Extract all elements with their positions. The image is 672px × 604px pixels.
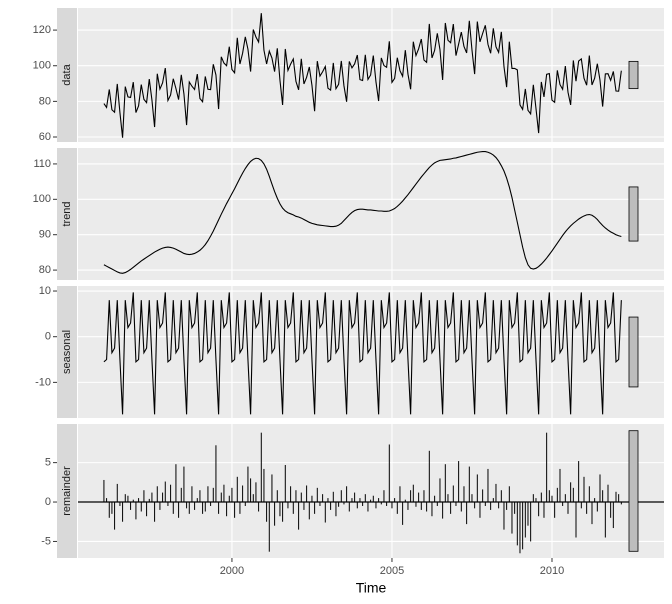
y-tick-label: 0 bbox=[45, 331, 51, 343]
strip bbox=[57, 286, 77, 418]
series-line bbox=[103, 292, 622, 415]
y-tick-label: -10 bbox=[35, 376, 51, 388]
y-tick-label: 110 bbox=[33, 158, 51, 170]
y-tick-label: 100 bbox=[33, 193, 51, 205]
panel-background bbox=[78, 424, 664, 558]
x-axis-label: Time bbox=[356, 580, 387, 596]
y-tick-label: 80 bbox=[39, 95, 51, 107]
x-tick-label: 2010 bbox=[540, 565, 564, 577]
range-bar bbox=[628, 316, 639, 388]
y-tick-label: 100 bbox=[33, 60, 51, 72]
strip bbox=[57, 8, 77, 142]
y-tick-label: 120 bbox=[33, 24, 51, 36]
strip-label: seasonal bbox=[61, 330, 73, 374]
y-tick-label: 5 bbox=[45, 457, 51, 469]
y-tick-label: 90 bbox=[39, 229, 51, 241]
y-tick-label: 10 bbox=[39, 285, 51, 297]
range-bar bbox=[628, 186, 639, 242]
strip bbox=[57, 148, 77, 280]
y-tick-label: -5 bbox=[41, 535, 51, 547]
strip-label: trend bbox=[61, 201, 73, 226]
panel-background bbox=[78, 148, 664, 280]
y-tick-label: 80 bbox=[39, 264, 51, 276]
series-line bbox=[103, 150, 622, 274]
strip-label: remainder bbox=[61, 466, 73, 516]
y-tick-label: 0 bbox=[45, 496, 51, 508]
x-tick-label: 2005 bbox=[380, 565, 404, 577]
range-bar bbox=[628, 60, 639, 90]
x-tick-label: 2000 bbox=[220, 565, 244, 577]
strip-label: data bbox=[61, 63, 73, 85]
series-line bbox=[103, 13, 622, 138]
strip bbox=[57, 424, 77, 558]
y-tick-label: 60 bbox=[39, 131, 51, 143]
range-bar bbox=[628, 430, 639, 552]
